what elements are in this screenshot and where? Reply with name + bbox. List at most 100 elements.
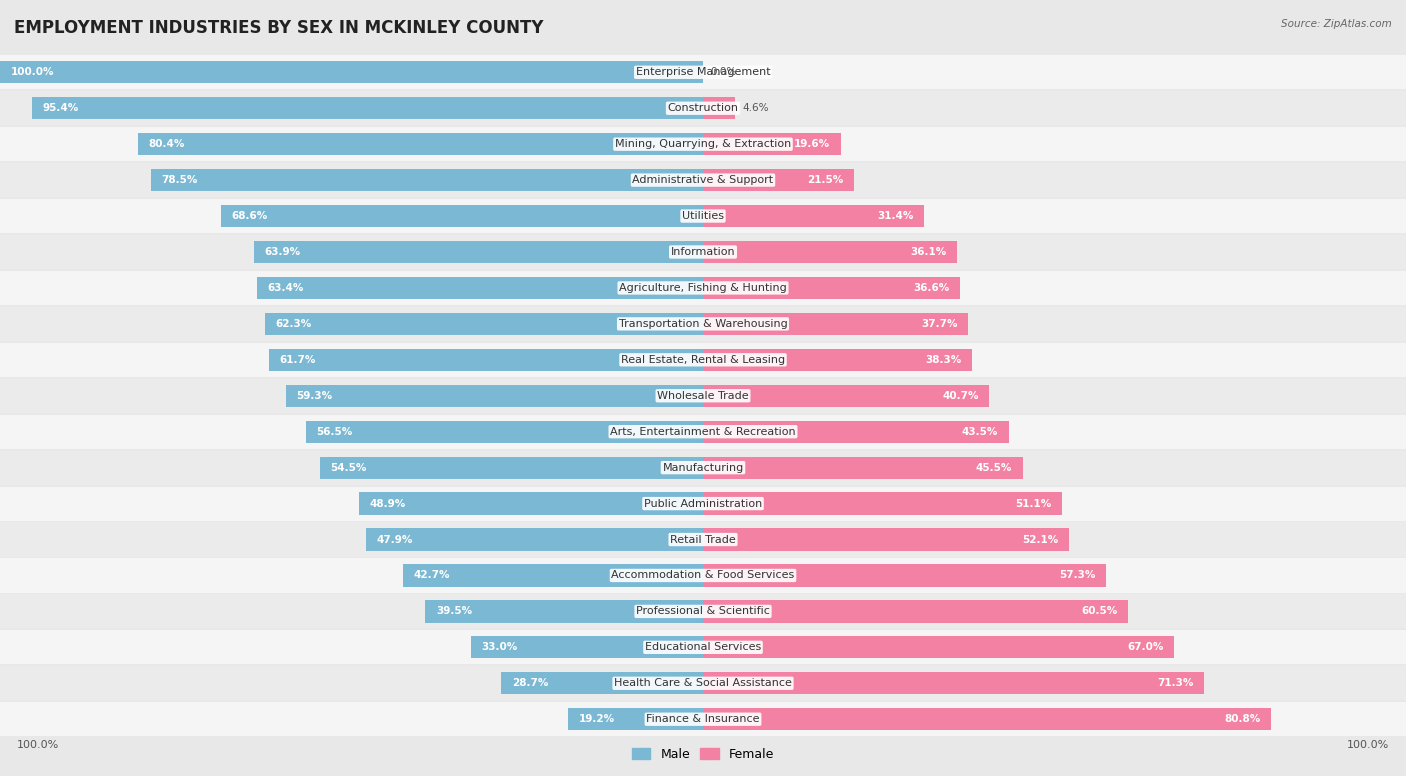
Bar <box>703 528 1069 551</box>
Text: 38.3%: 38.3% <box>925 355 962 365</box>
Bar <box>32 97 703 120</box>
Text: EMPLOYMENT INDUSTRIES BY SEX IN MCKINLEY COUNTY: EMPLOYMENT INDUSTRIES BY SEX IN MCKINLEY… <box>14 19 544 37</box>
Text: 60.5%: 60.5% <box>1081 606 1118 616</box>
Bar <box>307 421 703 443</box>
Text: 62.3%: 62.3% <box>276 319 312 329</box>
Text: Administrative & Support: Administrative & Support <box>633 175 773 185</box>
Text: 61.7%: 61.7% <box>280 355 316 365</box>
Bar <box>0 379 1406 413</box>
Text: Wholesale Trade: Wholesale Trade <box>657 391 749 400</box>
Bar <box>321 456 703 479</box>
Text: 63.4%: 63.4% <box>269 283 304 293</box>
Text: 36.6%: 36.6% <box>914 283 950 293</box>
Bar <box>0 414 1406 449</box>
Bar <box>254 241 703 263</box>
Text: 78.5%: 78.5% <box>162 175 198 185</box>
Text: Health Care & Social Assistance: Health Care & Social Assistance <box>614 678 792 688</box>
Text: 57.3%: 57.3% <box>1059 570 1095 580</box>
Bar <box>501 672 703 695</box>
Bar <box>0 271 1406 305</box>
Text: 80.8%: 80.8% <box>1225 714 1261 724</box>
Text: 54.5%: 54.5% <box>330 462 367 473</box>
Bar <box>257 277 703 299</box>
Bar <box>0 61 703 84</box>
Text: 100.0%: 100.0% <box>11 68 53 78</box>
Bar <box>0 343 1406 377</box>
Text: 80.4%: 80.4% <box>148 139 184 149</box>
Bar <box>152 169 703 191</box>
Bar <box>703 493 1063 514</box>
Bar <box>0 235 1406 269</box>
Bar <box>703 708 1271 730</box>
Bar <box>703 564 1105 587</box>
Text: 63.9%: 63.9% <box>264 247 301 257</box>
Bar <box>568 708 703 730</box>
Text: 36.1%: 36.1% <box>910 247 946 257</box>
Bar <box>703 277 960 299</box>
Text: Construction: Construction <box>668 103 738 113</box>
Bar <box>360 493 703 514</box>
Text: Enterprise Management: Enterprise Management <box>636 68 770 78</box>
Text: Real Estate, Rental & Leasing: Real Estate, Rental & Leasing <box>621 355 785 365</box>
Bar <box>703 205 924 227</box>
Text: 68.6%: 68.6% <box>232 211 267 221</box>
Bar <box>425 601 703 622</box>
Bar <box>404 564 703 587</box>
Bar <box>703 672 1204 695</box>
Text: 31.4%: 31.4% <box>877 211 914 221</box>
Bar <box>264 313 703 335</box>
Bar <box>703 385 988 407</box>
Text: 48.9%: 48.9% <box>370 499 406 508</box>
Bar <box>0 667 1406 701</box>
Text: 21.5%: 21.5% <box>807 175 844 185</box>
Bar <box>0 451 1406 485</box>
Text: Public Administration: Public Administration <box>644 499 762 508</box>
Bar <box>703 313 967 335</box>
Text: Arts, Entertainment & Recreation: Arts, Entertainment & Recreation <box>610 427 796 437</box>
Bar <box>0 559 1406 593</box>
Text: 39.5%: 39.5% <box>436 606 472 616</box>
Text: Professional & Scientific: Professional & Scientific <box>636 606 770 616</box>
Bar <box>0 127 1406 161</box>
Bar <box>221 205 703 227</box>
Text: 42.7%: 42.7% <box>413 570 450 580</box>
Text: Educational Services: Educational Services <box>645 643 761 653</box>
Bar <box>0 199 1406 233</box>
Text: Agriculture, Fishing & Hunting: Agriculture, Fishing & Hunting <box>619 283 787 293</box>
Bar <box>0 702 1406 736</box>
Text: Transportation & Warehousing: Transportation & Warehousing <box>619 319 787 329</box>
Bar <box>703 348 973 371</box>
Bar <box>703 97 735 120</box>
Text: 95.4%: 95.4% <box>42 103 79 113</box>
Bar <box>0 91 1406 125</box>
Text: 52.1%: 52.1% <box>1022 535 1059 545</box>
Text: 19.2%: 19.2% <box>579 714 614 724</box>
Text: Manufacturing: Manufacturing <box>662 462 744 473</box>
Bar <box>0 594 1406 629</box>
Text: Utilities: Utilities <box>682 211 724 221</box>
Text: Mining, Quarrying, & Extraction: Mining, Quarrying, & Extraction <box>614 139 792 149</box>
Text: 40.7%: 40.7% <box>942 391 979 400</box>
Bar <box>269 348 703 371</box>
Text: 47.9%: 47.9% <box>377 535 413 545</box>
Bar <box>0 163 1406 197</box>
Bar <box>0 55 1406 89</box>
Text: 71.3%: 71.3% <box>1157 678 1194 688</box>
Bar <box>703 133 841 155</box>
Text: 37.7%: 37.7% <box>921 319 957 329</box>
Bar <box>703 636 1174 659</box>
Bar <box>471 636 703 659</box>
Bar <box>0 522 1406 556</box>
Bar <box>703 456 1024 479</box>
Text: Accommodation & Food Services: Accommodation & Food Services <box>612 570 794 580</box>
Text: 28.7%: 28.7% <box>512 678 548 688</box>
Bar <box>366 528 703 551</box>
Text: 33.0%: 33.0% <box>481 643 517 653</box>
Text: 43.5%: 43.5% <box>962 427 998 437</box>
Text: Finance & Insurance: Finance & Insurance <box>647 714 759 724</box>
Legend: Male, Female: Male, Female <box>627 743 779 766</box>
Text: 4.6%: 4.6% <box>742 103 769 113</box>
Bar <box>287 385 703 407</box>
Text: 67.0%: 67.0% <box>1128 643 1164 653</box>
Bar <box>138 133 703 155</box>
